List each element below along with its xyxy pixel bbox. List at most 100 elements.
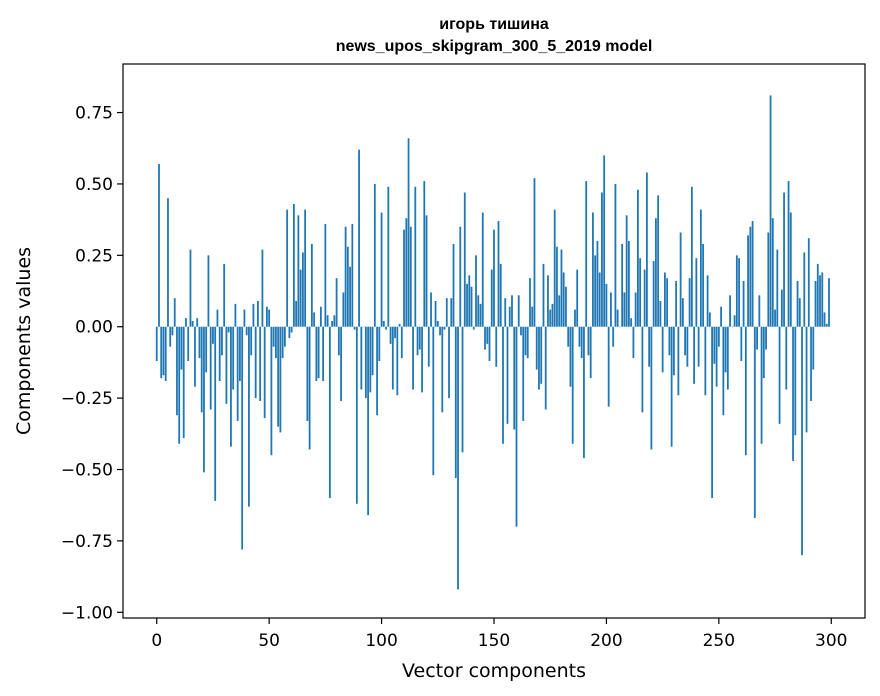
bar-134: [457, 326, 459, 590]
bar-263: [747, 235, 749, 327]
bar-225: [661, 326, 664, 373]
bar-52: [272, 326, 275, 347]
bar-7: [171, 326, 174, 336]
bar-264: [749, 226, 752, 327]
bar-105: [391, 326, 394, 390]
bar-98: [376, 326, 378, 416]
bar-5: [167, 198, 169, 327]
bar-11: [180, 326, 183, 370]
bar-281: [787, 181, 790, 327]
bar-296: [821, 272, 824, 327]
bar-45: [257, 301, 259, 327]
bar-107: [396, 326, 399, 396]
bar-235: [684, 326, 687, 356]
bar-135: [459, 226, 462, 327]
bar-126: [439, 326, 441, 336]
bar-176: [551, 303, 554, 327]
bar-79: [333, 315, 336, 327]
bar-257: [733, 315, 736, 327]
bar-251: [720, 306, 722, 327]
bar-214: [637, 189, 639, 327]
bar-158: [511, 295, 513, 327]
x-tick-label: 200: [590, 631, 622, 651]
bar-272: [767, 232, 770, 327]
bar-247: [711, 326, 713, 499]
bar-26: [214, 326, 217, 501]
bar-55: [279, 326, 282, 433]
bar-147: [486, 326, 489, 344]
bar-86: [349, 266, 351, 327]
bar-188: [578, 326, 581, 347]
bar-170: [538, 326, 540, 390]
bar-152: [497, 221, 500, 327]
bar-258: [735, 255, 738, 327]
bar-243: [702, 243, 705, 327]
bar-179: [558, 295, 561, 327]
bar-65: [301, 252, 304, 327]
bar-62: [295, 301, 298, 327]
bar-14: [187, 326, 190, 361]
bar-212: [632, 326, 635, 359]
bar-197: [598, 272, 601, 327]
bar-19: [198, 326, 201, 359]
bar-119: [423, 181, 426, 327]
bar-155: [504, 298, 507, 327]
bar-190: [583, 326, 585, 459]
bar-43: [252, 303, 255, 327]
bar-75: [324, 223, 327, 327]
bar-171: [540, 326, 543, 384]
y-tick-label: 0.00: [75, 318, 113, 338]
bar-227: [666, 278, 669, 327]
bar-204: [614, 183, 617, 327]
bar-77: [328, 326, 331, 499]
bar-211: [630, 318, 633, 327]
bar-284: [794, 326, 797, 436]
bar-89: [355, 326, 358, 504]
bar-10: [178, 326, 181, 444]
bar-271: [765, 326, 767, 350]
bar-233: [679, 232, 682, 327]
bar-267: [756, 326, 758, 350]
bar-273: [769, 95, 772, 327]
bar-242: [699, 209, 702, 327]
bar-237: [688, 278, 691, 327]
bar-47: [261, 249, 264, 327]
bar-203: [612, 326, 615, 347]
x-axis-label: Vector components: [402, 660, 586, 682]
bar-260: [740, 326, 743, 361]
bar-292: [812, 326, 815, 370]
bar-199: [603, 155, 606, 327]
bar-104: [389, 326, 392, 344]
bar-198: [601, 192, 603, 327]
bar-99: [378, 326, 381, 361]
bar-184: [569, 326, 572, 387]
bar-167: [531, 306, 534, 327]
bar-111: [405, 218, 408, 327]
bar-246: [708, 312, 711, 327]
bar-21: [203, 326, 205, 473]
bar-50: [268, 309, 271, 327]
bar-37: [239, 326, 241, 381]
bar-49: [266, 306, 268, 327]
bar-215: [639, 258, 642, 327]
bar-169: [535, 326, 538, 370]
bar-60: [290, 326, 293, 333]
bar-39: [243, 309, 246, 327]
bar-194: [592, 212, 594, 327]
bar-177: [553, 209, 556, 327]
bar-85: [346, 246, 349, 327]
bar-70: [313, 312, 316, 327]
bar-219: [648, 326, 651, 367]
bar-102: [385, 326, 387, 330]
plot-frame: [122, 63, 866, 619]
bar-201: [607, 326, 610, 407]
bar-112: [407, 138, 410, 327]
y-tick-label: −1.00: [61, 603, 113, 623]
bar-148: [488, 326, 491, 361]
bar-114: [412, 326, 414, 390]
bar-254: [726, 326, 729, 390]
x-axis-ticks: 0 50 100 150 200 250 300: [151, 618, 847, 651]
bar-226: [663, 272, 666, 327]
bar-127: [441, 326, 444, 413]
bar-231: [675, 281, 678, 327]
